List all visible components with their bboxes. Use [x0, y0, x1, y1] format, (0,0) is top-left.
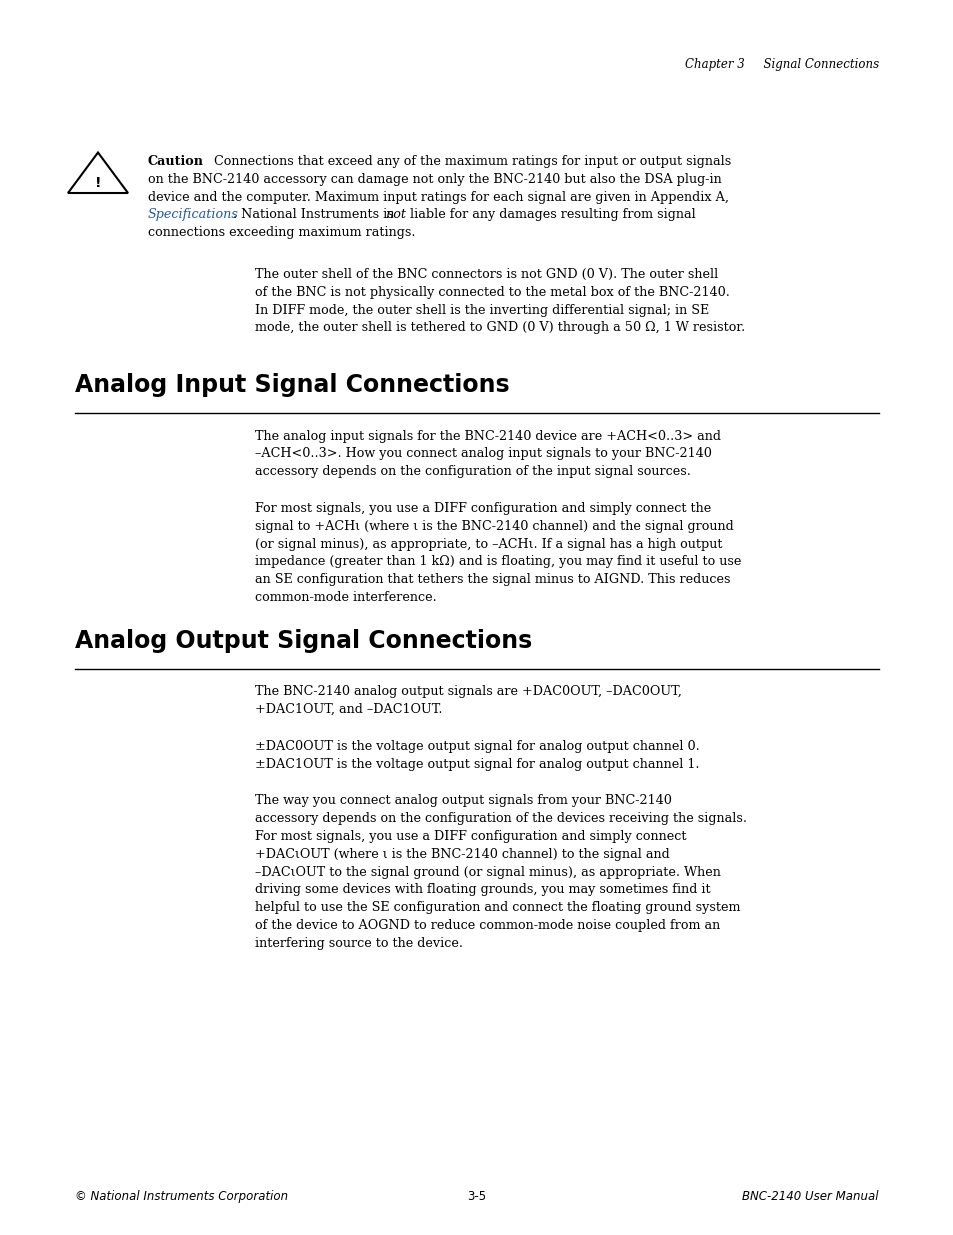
Text: 3-5: 3-5 — [467, 1191, 486, 1203]
Text: BNC-2140 User Manual: BNC-2140 User Manual — [741, 1191, 878, 1203]
Text: ±DAC0OUT is the voltage output signal for analog output channel 0.: ±DAC0OUT is the voltage output signal fo… — [254, 740, 699, 752]
Text: Analog Input Signal Connections: Analog Input Signal Connections — [75, 373, 509, 398]
Text: driving some devices with floating grounds, you may sometimes find it: driving some devices with floating groun… — [254, 883, 710, 897]
Text: of the device to AOGND to reduce common-mode noise coupled from an: of the device to AOGND to reduce common-… — [254, 919, 720, 932]
Text: device and the computer. Maximum input ratings for each signal are given in Appe: device and the computer. Maximum input r… — [148, 190, 728, 204]
Text: common-mode interference.: common-mode interference. — [254, 592, 436, 604]
Text: not: not — [385, 209, 406, 221]
Text: Connections that exceed any of the maximum ratings for input or output signals: Connections that exceed any of the maxim… — [202, 156, 731, 168]
Text: accessory depends on the configuration of the devices receiving the signals.: accessory depends on the configuration o… — [254, 813, 746, 825]
Text: For most signals, you use a DIFF configuration and simply connect: For most signals, you use a DIFF configu… — [254, 830, 686, 844]
Text: The way you connect analog output signals from your BNC-2140: The way you connect analog output signal… — [254, 794, 671, 808]
Text: The analog input signals for the BNC-2140 device are +ACH<0..3> and: The analog input signals for the BNC-214… — [254, 430, 720, 442]
Text: +DAC1OUT, and –DAC1OUT.: +DAC1OUT, and –DAC1OUT. — [254, 703, 442, 716]
Text: signal to +ACHι (where ι is the BNC-2140 channel) and the signal ground: signal to +ACHι (where ι is the BNC-2140… — [254, 520, 733, 532]
Text: interfering source to the device.: interfering source to the device. — [254, 936, 462, 950]
Text: connections exceeding maximum ratings.: connections exceeding maximum ratings. — [148, 226, 416, 240]
Text: accessory depends on the configuration of the input signal sources.: accessory depends on the configuration o… — [254, 466, 690, 478]
Text: !: ! — [94, 177, 101, 190]
Text: an SE configuration that tethers the signal minus to AIGND. This reduces: an SE configuration that tethers the sig… — [254, 573, 730, 587]
Text: helpful to use the SE configuration and connect the floating ground system: helpful to use the SE configuration and … — [254, 902, 740, 914]
Text: The BNC-2140 analog output signals are +DAC0OUT, –DAC0OUT,: The BNC-2140 analog output signals are +… — [254, 685, 681, 698]
Text: Caution: Caution — [148, 156, 204, 168]
Text: ±DAC1OUT is the voltage output signal for analog output channel 1.: ±DAC1OUT is the voltage output signal fo… — [254, 757, 699, 771]
Text: © National Instruments Corporation: © National Instruments Corporation — [75, 1191, 288, 1203]
Text: of the BNC is not physically connected to the metal box of the BNC-2140.: of the BNC is not physically connected t… — [254, 285, 729, 299]
Text: –ACH<0..3>. How you connect analog input signals to your BNC-2140: –ACH<0..3>. How you connect analog input… — [254, 447, 711, 461]
Text: . National Instruments is: . National Instruments is — [233, 209, 397, 221]
Text: Analog Output Signal Connections: Analog Output Signal Connections — [75, 629, 532, 653]
Text: The outer shell of the BNC connectors is not GND (0 V). The outer shell: The outer shell of the BNC connectors is… — [254, 268, 718, 282]
Text: Chapter 3     Signal Connections: Chapter 3 Signal Connections — [684, 58, 878, 70]
Text: In DIFF mode, the outer shell is the inverting differential signal; in SE: In DIFF mode, the outer shell is the inv… — [254, 304, 708, 316]
Text: liable for any damages resulting from signal: liable for any damages resulting from si… — [406, 209, 695, 221]
Text: For most signals, you use a DIFF configuration and simply connect the: For most signals, you use a DIFF configu… — [254, 501, 711, 515]
Text: mode, the outer shell is tethered to GND (0 V) through a 50 Ω, 1 W resistor.: mode, the outer shell is tethered to GND… — [254, 321, 744, 335]
Text: –DACιOUT to the signal ground (or signal minus), as appropriate. When: –DACιOUT to the signal ground (or signal… — [254, 866, 720, 878]
Text: on the BNC-2140 accessory can damage not only the BNC-2140 but also the DSA plug: on the BNC-2140 accessory can damage not… — [148, 173, 721, 185]
Text: (or signal minus), as appropriate, to –ACHι. If a signal has a high output: (or signal minus), as appropriate, to –A… — [254, 537, 721, 551]
Text: Specifications: Specifications — [148, 209, 238, 221]
Text: +DACιOUT (where ι is the BNC-2140 channel) to the signal and: +DACιOUT (where ι is the BNC-2140 channe… — [254, 847, 669, 861]
Text: impedance (greater than 1 kΩ) and is floating, you may find it useful to use: impedance (greater than 1 kΩ) and is flo… — [254, 556, 740, 568]
